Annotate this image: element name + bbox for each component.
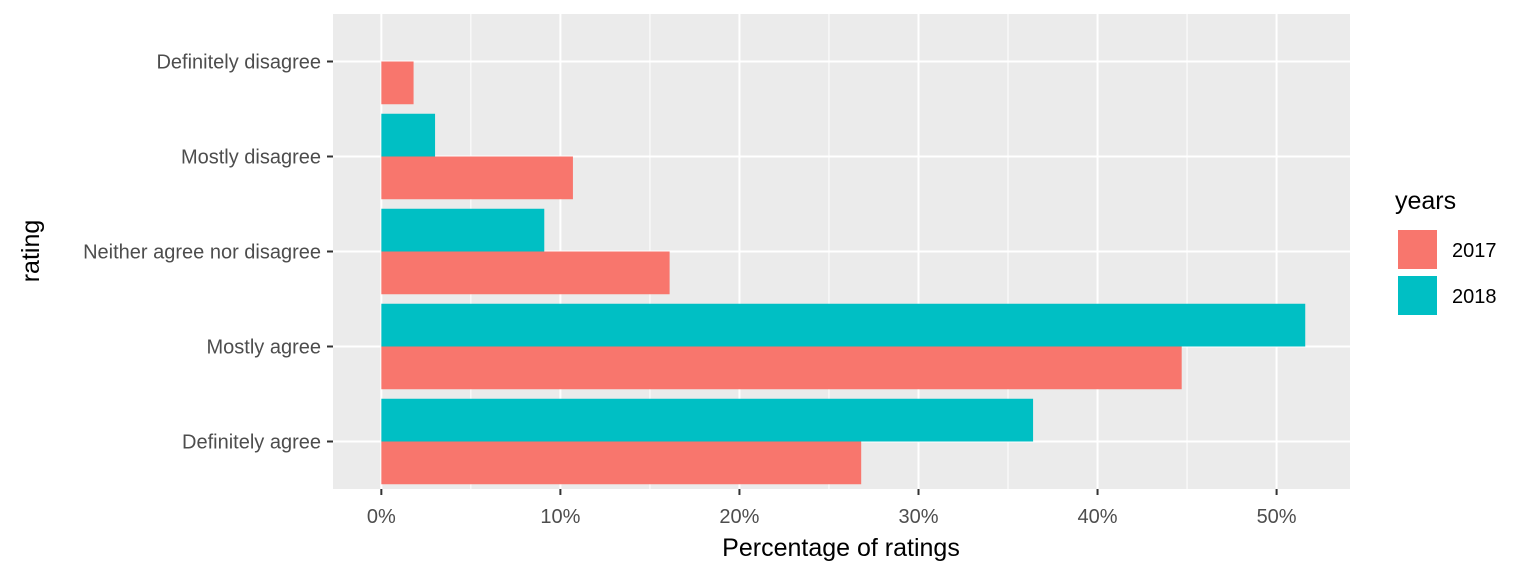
bar-2018 — [381, 398, 1034, 442]
legend-label-2017: 2017 — [1452, 240, 1497, 262]
x-tick-label: 30% — [898, 506, 938, 528]
bar-2017 — [381, 156, 573, 200]
bar-2017 — [381, 251, 670, 295]
y-tick-label: Definitely disagree — [156, 52, 321, 74]
x-axis-title: Percentage of ratings — [722, 534, 960, 562]
legend-swatch-2018 — [1396, 274, 1439, 317]
bar-2018 — [381, 113, 436, 157]
x-tick-label: 40% — [1078, 506, 1118, 528]
x-axis: 0% 10% 20% 30% 40% 50% — [367, 489, 1297, 528]
x-tick-label: 20% — [719, 506, 759, 528]
y-tick-label: Definitely agree — [182, 432, 321, 454]
y-axis: Definitely disagree Mostly disagree Neithe… — [83, 52, 333, 454]
x-tick-label: 50% — [1257, 506, 1297, 528]
bar-2018 — [381, 303, 1306, 347]
x-tick-label: 0% — [367, 506, 396, 528]
y-tick-label: Mostly agree — [207, 337, 322, 359]
legend: years 2017 2018 — [1395, 187, 1497, 317]
y-tick-label: Neither agree nor disagree — [83, 242, 321, 264]
bar-2017 — [381, 61, 414, 105]
bar-2018 — [381, 208, 545, 252]
legend-title: years — [1395, 187, 1456, 215]
legend-label-2018: 2018 — [1452, 286, 1497, 308]
y-tick-label: Mostly disagree — [181, 147, 321, 169]
legend-swatch-2017 — [1396, 228, 1439, 271]
bar-2017 — [381, 346, 1182, 390]
bars — [381, 61, 1306, 485]
y-axis-title: rating — [17, 220, 45, 283]
x-tick-label: 10% — [540, 506, 580, 528]
bar-2017 — [381, 441, 862, 485]
